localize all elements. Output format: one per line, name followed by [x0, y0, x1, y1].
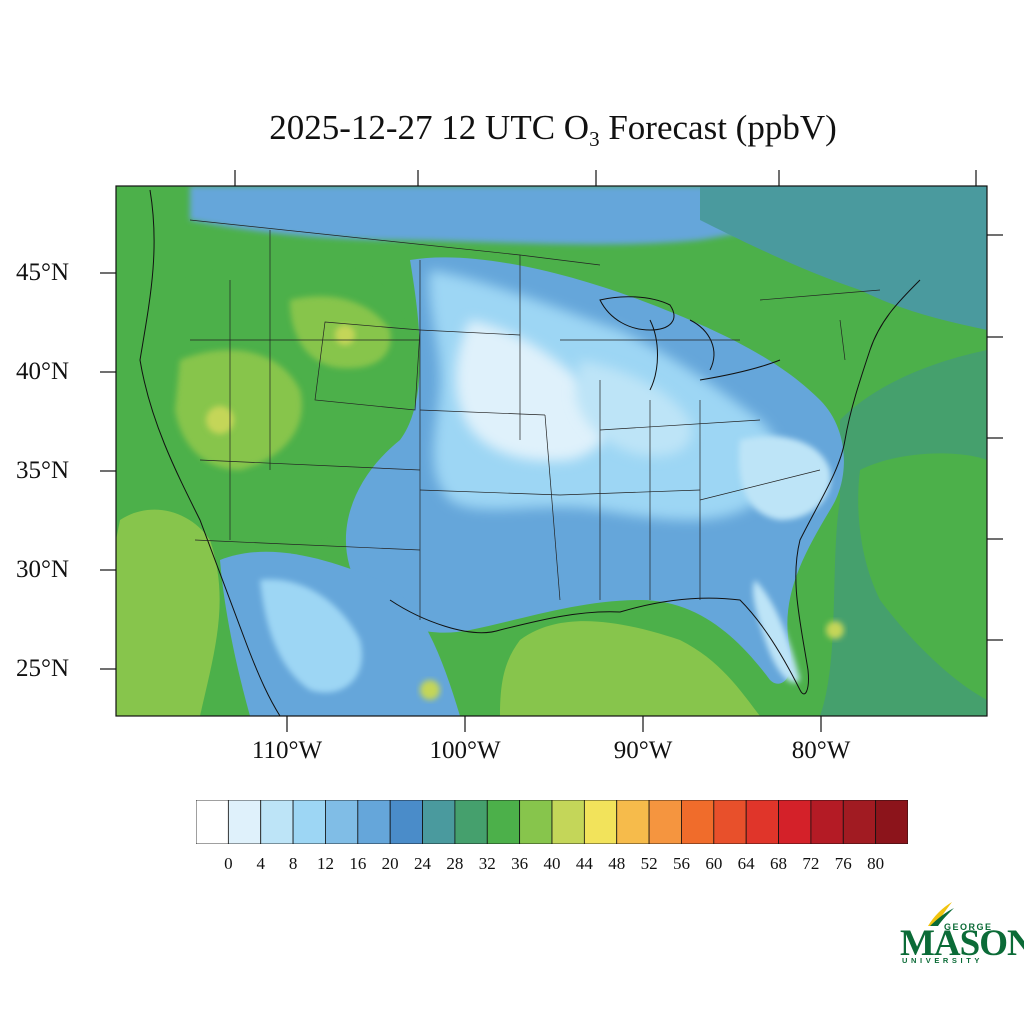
nevada-high	[206, 406, 234, 434]
colorbar-swatch	[551, 800, 585, 844]
left-ticks	[100, 272, 116, 670]
colorbar-swatch	[292, 800, 326, 844]
colorbar-swatch	[842, 800, 877, 844]
colorbar-tick-label: 40	[543, 854, 561, 873]
wyoming-high	[335, 325, 355, 345]
eastern-canada-field	[700, 186, 987, 330]
colorbar-tick-label: 24	[414, 854, 432, 873]
lake-erie	[699, 359, 781, 381]
colorbar-tick-label: 28	[446, 854, 464, 873]
lat-label-25n: 25°N	[16, 655, 70, 682]
colorbar-tick-label: 4	[256, 854, 265, 873]
colorbar-tick-label: 44	[575, 854, 593, 873]
colorbar-swatch	[325, 800, 359, 844]
colorbar-swatch	[713, 800, 747, 844]
colorbar-tick-label: 72	[802, 854, 820, 873]
colorbar-swatch	[778, 800, 812, 844]
colorbar-swatch	[810, 800, 844, 844]
colorbar-swatch	[196, 800, 229, 844]
colorbar-labels: 0 4 8 12 16 20 24 28 32 36 40 44 48 52 56 60 64 68 72 76 80	[196, 854, 908, 878]
plains-lowest-field	[455, 320, 608, 461]
us-canada-border	[189, 219, 521, 256]
canada-field	[190, 186, 850, 245]
colorbar-swatch	[389, 800, 423, 844]
florida-low-field	[753, 580, 800, 683]
colorbar-tick-label: 60	[705, 854, 723, 873]
colorbar-tick-label: 0	[224, 854, 233, 873]
gmu-logo: GEORGE MASON UNIVERSITY	[900, 898, 1024, 970]
coastlines	[139, 189, 921, 716]
colorbar-swatch	[227, 800, 262, 844]
colorbar-swatch	[486, 800, 521, 844]
colorbar-tick-label: 80	[867, 854, 885, 873]
colorbar-tick-label: 16	[349, 854, 367, 873]
atlantic-inner-field	[858, 453, 987, 700]
midwest-low-field	[575, 360, 692, 457]
gulf-field	[500, 621, 760, 716]
lake-michigan	[649, 319, 658, 391]
east-gulf-coastline	[389, 279, 921, 695]
carolina-low-field	[739, 436, 831, 520]
bottom-ticks	[286, 716, 822, 732]
lon-label-80w: 80°W	[791, 737, 851, 764]
colorbar-tick-label: 64	[737, 854, 755, 873]
mexico-high	[420, 680, 440, 700]
colorbar-swatch	[616, 800, 650, 844]
colorbar-tick-label: 52	[640, 854, 658, 873]
colorbar-swatch	[519, 800, 553, 844]
mexico-low-field	[260, 579, 362, 693]
top-ticks	[234, 170, 977, 186]
colorbar-swatch	[681, 800, 715, 844]
logo-mason-text: MASON	[900, 923, 1024, 964]
colorbar-tick-label: 76	[834, 854, 852, 873]
map-title: 2025-12-27 12 UTC O3 Forecast (ppbV)	[0, 108, 1024, 151]
colorbar-tick-label: 68	[770, 854, 788, 873]
colorbar-tick-label: 20	[381, 854, 399, 873]
ozone-field	[116, 186, 987, 716]
logo-university-text: UNIVERSITY	[902, 956, 984, 965]
colorbar-tick-label: 8	[288, 854, 298, 873]
lat-label-45n: 45°N	[16, 259, 70, 286]
colorbar-tick-label: 48	[608, 854, 626, 873]
pacific-coastline	[139, 189, 281, 716]
colorbar-swatch	[454, 800, 488, 844]
colorbar	[196, 800, 908, 844]
colorbar-swatch	[875, 800, 908, 844]
colorbar-swatch	[260, 800, 294, 844]
colorbar-swatch	[648, 800, 682, 844]
logo-george-text: GEORGE	[944, 922, 993, 932]
colorbar-tick-label: 32	[478, 854, 496, 873]
lake-superior	[599, 296, 675, 331]
colorbar-swatch	[583, 800, 618, 844]
lon-label-90w: 90°W	[613, 737, 673, 764]
right-ticks	[987, 234, 1003, 641]
colorbar-swatch	[422, 800, 456, 844]
lon-label-100w: 100°W	[429, 737, 501, 764]
lat-label-40n: 40°N	[16, 358, 70, 385]
title-prefix: 2025-12-27 12 UTC O	[269, 108, 590, 147]
lat-label-30n: 30°N	[16, 556, 70, 583]
logo-swoosh-icon	[928, 902, 954, 926]
map-frame	[115, 185, 988, 717]
lake-huron	[689, 319, 715, 371]
colorbar-tick-label: 56	[672, 854, 690, 873]
bahamas-high	[826, 621, 844, 639]
colorbar-tick-label: 36	[511, 854, 529, 873]
lat-label-35n: 35°N	[16, 457, 70, 484]
title-subscript: 3	[589, 127, 600, 151]
lon-label-110w: 110°W	[251, 737, 323, 764]
pacific-south-field	[116, 509, 220, 716]
colorbar-swatch	[745, 800, 779, 844]
colorbar-tick-label: 12	[316, 854, 334, 873]
state-borders	[189, 219, 881, 620]
title-suffix: Forecast (ppbV)	[599, 108, 837, 147]
colorbar-swatch	[357, 800, 391, 844]
